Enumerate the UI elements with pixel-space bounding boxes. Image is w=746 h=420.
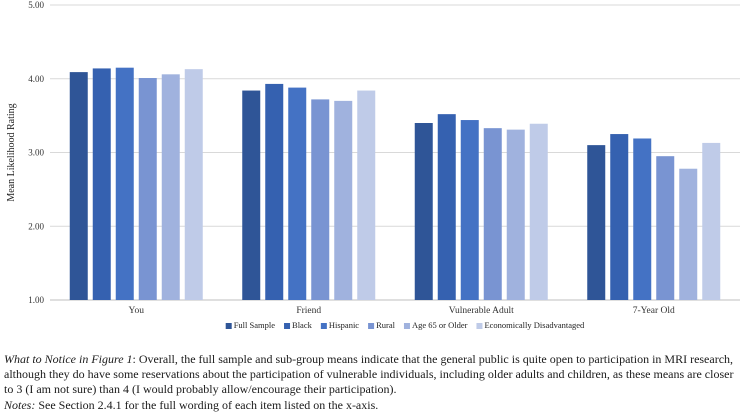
legend-label: Rural (376, 320, 396, 330)
y-axis-ticks: 1.00 2.00 3.00 4.00 5.00 (28, 0, 44, 305)
y-tick-label: 2.00 (28, 221, 44, 231)
notes-text: See Section 2.4.1 for the full wording o… (35, 397, 379, 412)
bar (69, 72, 88, 300)
bar (184, 69, 203, 300)
bar (437, 114, 456, 301)
caption-lead: What to Notice in Figure 1 (4, 352, 133, 366)
bar (414, 123, 433, 300)
bar (460, 120, 479, 300)
notes-label: Notes: (4, 397, 36, 412)
bar (702, 142, 721, 300)
bar (357, 90, 376, 300)
y-tick-label: 1.00 (28, 295, 44, 305)
bar (115, 67, 134, 300)
legend: Full Sample Black Hispanic Rural Age 65 or O… (225, 320, 585, 330)
legend-item: Economically Disadvantaged (476, 320, 585, 330)
caption-paragraph: What to Notice in Figure 1: Overall, the… (4, 352, 744, 398)
legend-item: Age 65 or Older (403, 320, 468, 330)
bar (529, 123, 548, 300)
y-tick-label: 3.00 (28, 148, 44, 158)
legend-swatch (225, 323, 232, 329)
bar (610, 134, 629, 300)
bar (334, 100, 353, 300)
bar-chart: 1.00 2.00 3.00 4.00 5.00 You Friend Vulnerable… (6, 0, 740, 330)
legend-item: Full Sample (225, 320, 276, 330)
bar (288, 87, 307, 300)
bar (92, 68, 111, 300)
bar (656, 156, 675, 300)
caption-body: : Overall, the full sample and sub-group… (4, 352, 734, 397)
legend-label: Black (292, 320, 313, 330)
legend-label: Age 65 or Older (412, 320, 468, 330)
caption-notes: Notes: See Section 2.4.1 for the full wo… (4, 398, 744, 413)
x-axis-categories: You Friend Vulnerable Adult 7-Year Old (129, 306, 675, 316)
y-tick-label: 4.00 (28, 74, 44, 84)
x-category-label: You (129, 306, 145, 316)
legend-label: Economically Disadvantaged (484, 320, 585, 330)
legend-item: Rural (368, 320, 396, 330)
legend-swatch (320, 323, 327, 329)
x-category-label: 7-Year Old (633, 306, 675, 316)
y-tick-label: 5.00 (28, 0, 44, 10)
legend-label: Hispanic (329, 320, 359, 330)
bar (138, 78, 157, 300)
bar (161, 74, 180, 300)
legend-item: Black (284, 320, 313, 330)
legend-swatch (403, 323, 410, 329)
bar (311, 99, 330, 301)
legend-swatch (476, 323, 483, 329)
x-category-label: Friend (296, 306, 321, 316)
bar (265, 83, 284, 300)
legend-item: Hispanic (320, 320, 359, 330)
bar (483, 128, 502, 300)
bar (587, 145, 606, 300)
x-category-label: Vulnerable Adult (449, 306, 514, 316)
figure-caption: What to Notice in Figure 1: Overall, the… (4, 352, 744, 413)
legend-swatch (284, 323, 291, 329)
legend-swatch (368, 323, 375, 329)
bar (242, 90, 261, 300)
bars (69, 67, 721, 301)
bar (506, 129, 525, 300)
bar (633, 138, 652, 300)
y-axis-label: Mean Likelihood Rating (6, 103, 17, 201)
bar (679, 168, 698, 300)
legend-label: Full Sample (234, 320, 276, 330)
